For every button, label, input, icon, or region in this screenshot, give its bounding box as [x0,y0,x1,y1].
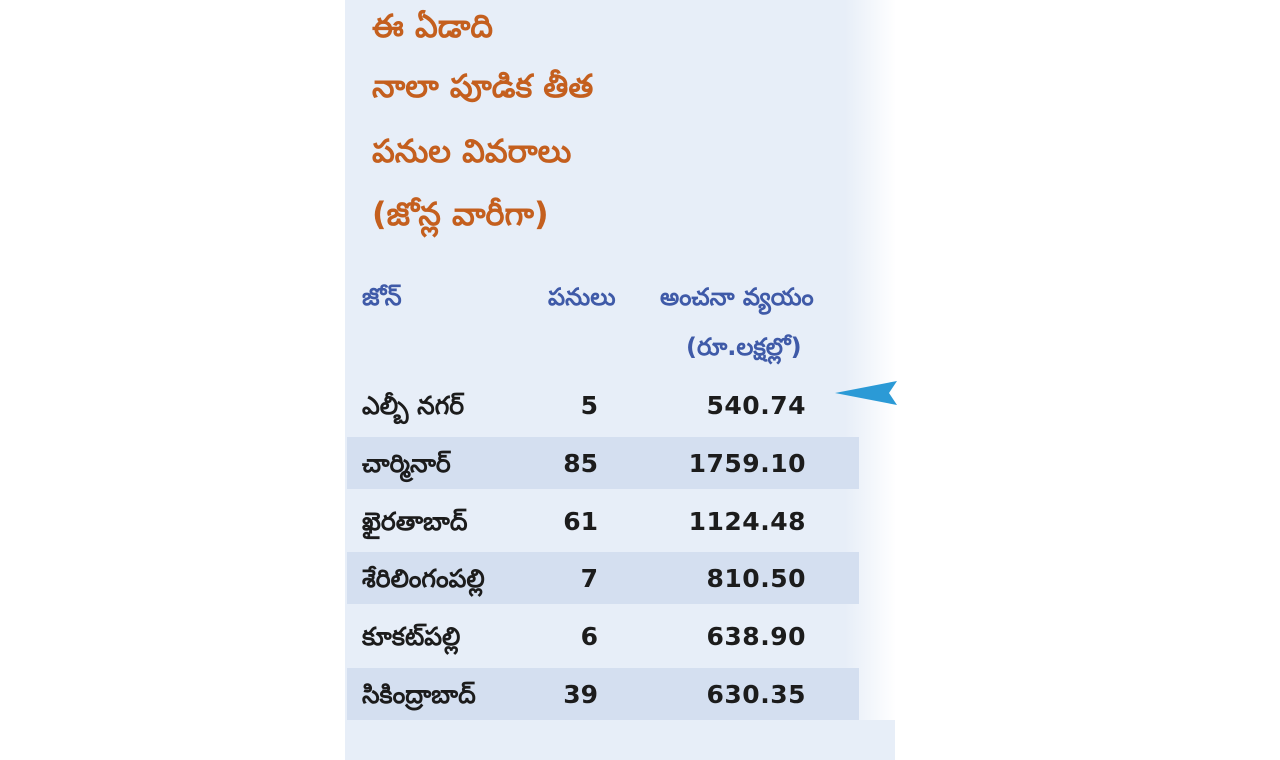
panel-edge-fade [845,0,905,720]
header-cost-unit: (రూ.లక్షల్లో) [686,333,802,361]
estimated-cost: 810.50 [706,564,806,593]
zone-name: సికింద్రాబాద్ [362,680,476,709]
estimated-cost: 630.35 [706,680,806,709]
estimated-cost: 540.74 [706,391,806,420]
header-zone: జోన్ [362,283,402,311]
title-line-2: నాలా పూడిక తీత [372,67,594,105]
works-count: 7 [580,564,598,593]
zone-name: ఎల్బీ నగర్ [362,391,465,420]
works-count: 6 [580,622,598,651]
estimated-cost: 1759.10 [688,449,806,478]
arrow-pointer-icon [835,381,897,405]
works-count: 39 [563,680,598,709]
estimated-cost: 638.90 [706,622,806,651]
zone-name: ఖైరతాబాద్ [362,507,468,536]
works-count: 85 [563,449,598,478]
title-line-1: ఈ ఏడాది [372,7,493,45]
zone-name: శేరిలింగంపల్లి [362,564,485,593]
header-cost: అంచనా వ్యయం [660,283,814,311]
row-band-4 [347,552,859,604]
estimated-cost: 1124.48 [688,507,806,536]
row-band-2 [347,437,859,489]
info-panel [345,0,895,760]
works-count: 61 [563,507,598,536]
works-count: 5 [580,391,598,420]
row-band-6 [347,668,859,720]
title-line-3: పనుల వివరాలు [372,132,572,170]
header-works: పనులు [548,283,616,311]
zone-name: కూకట్‌పల్లి [362,622,461,651]
zone-name: చార్మినార్ [362,449,451,478]
title-line-4: (జోన్ల వారీగా) [372,195,549,233]
